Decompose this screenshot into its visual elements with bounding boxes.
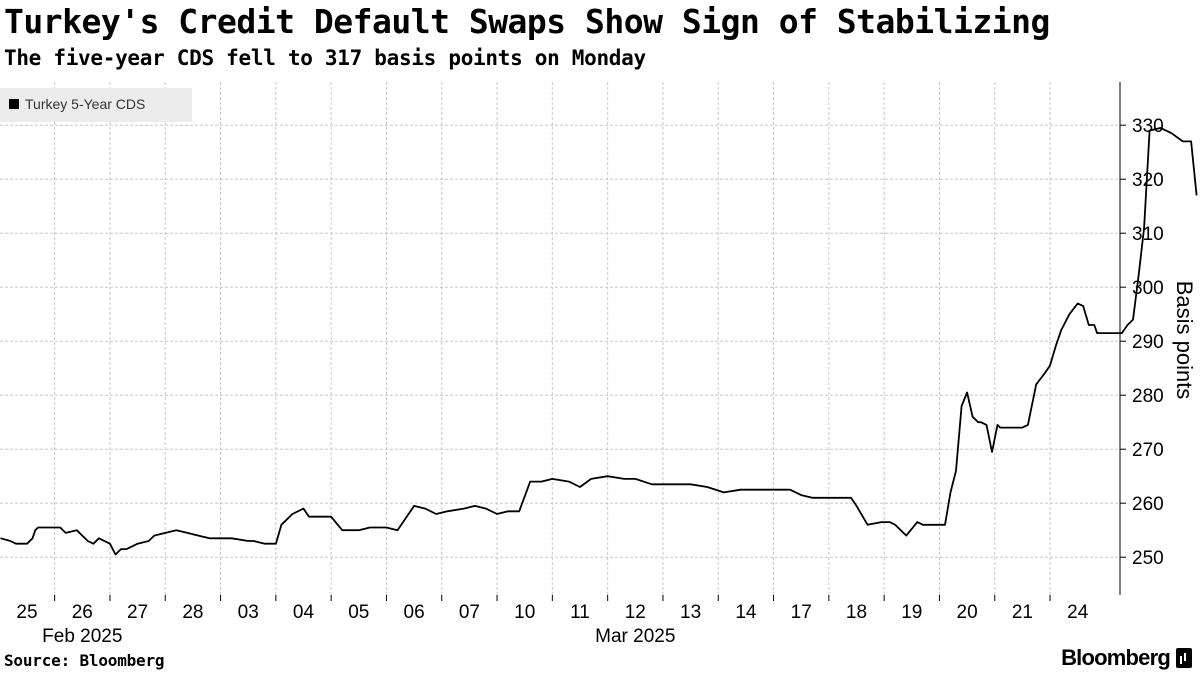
month-label: Feb 2025 <box>42 626 122 645</box>
x-tick-label: 19 <box>901 602 922 623</box>
brand-name: Bloomberg <box>1061 645 1171 670</box>
y-tick-label: 260 <box>1132 494 1164 515</box>
series-line-turkey-5y-cds <box>0 127 1198 556</box>
x-tick-label: 07 <box>459 602 480 623</box>
legend-label: Turkey 5-Year CDS <box>25 96 145 112</box>
x-tick-label: 28 <box>182 602 203 623</box>
y-axis: 250 260 270 280 290 300 310 320 330 <box>1119 82 1164 595</box>
x-axis: 25 26 27 28 03 04 05 06 07 10 11 12 13 14 17 18 19 20 21 24… <box>16 595 1089 645</box>
x-tick-label: 12 <box>625 602 646 623</box>
x-tick-label: 21 <box>1012 602 1033 623</box>
x-tick-label: 06 <box>404 602 425 623</box>
x-tick-label: 25 <box>16 602 37 623</box>
cds-line-chart: 250 260 270 280 290 300 310 320 330 25 26 27 28 03 04… <box>0 82 1198 645</box>
x-tick-label: 17 <box>791 602 812 623</box>
x-tick-label: 11 <box>570 602 590 623</box>
y-tick-label: 280 <box>1132 386 1164 407</box>
y-axis-label: Basis points <box>1172 281 1197 400</box>
y-tick-label: 250 <box>1132 548 1164 569</box>
series-layer <box>0 127 1198 556</box>
x-tick-label: 26 <box>72 602 93 623</box>
x-tick-label: 13 <box>680 602 701 623</box>
month-label: Mar 2025 <box>595 626 675 645</box>
x-tick-label: 14 <box>735 602 757 623</box>
x-tick-label: 05 <box>348 602 369 623</box>
chart-subtitle: The five-year CDS fell to 317 basis poin… <box>4 46 646 70</box>
y-tick-label: 310 <box>1132 224 1164 245</box>
legend: Turkey 5-Year CDS <box>0 88 192 122</box>
y-tick-label: 290 <box>1132 332 1164 353</box>
gridlines <box>0 82 1120 595</box>
brand-logo: Bloomberg <box>1061 645 1192 671</box>
x-tick-label: 04 <box>293 602 315 623</box>
x-tick-label: 10 <box>514 602 535 623</box>
source-note: Source: Bloomberg <box>4 651 165 670</box>
y-tick-label: 320 <box>1132 170 1164 191</box>
x-tick-label: 27 <box>127 602 148 623</box>
x-tick-label: 20 <box>957 602 978 623</box>
legend-swatch-icon <box>9 99 19 109</box>
chart-title: Turkey's Credit Default Swaps Show Sign … <box>4 2 1050 41</box>
x-tick-label: 03 <box>238 602 259 623</box>
x-tick-label: 18 <box>846 602 867 623</box>
y-tick-label: 270 <box>1132 440 1164 461</box>
y-tick-label: 300 <box>1132 278 1164 299</box>
y-tick-label: 330 <box>1132 116 1164 137</box>
x-tick-label: 24 <box>1067 602 1089 623</box>
bloomberg-terminal-icon <box>1176 648 1192 668</box>
legend-box <box>0 88 192 122</box>
